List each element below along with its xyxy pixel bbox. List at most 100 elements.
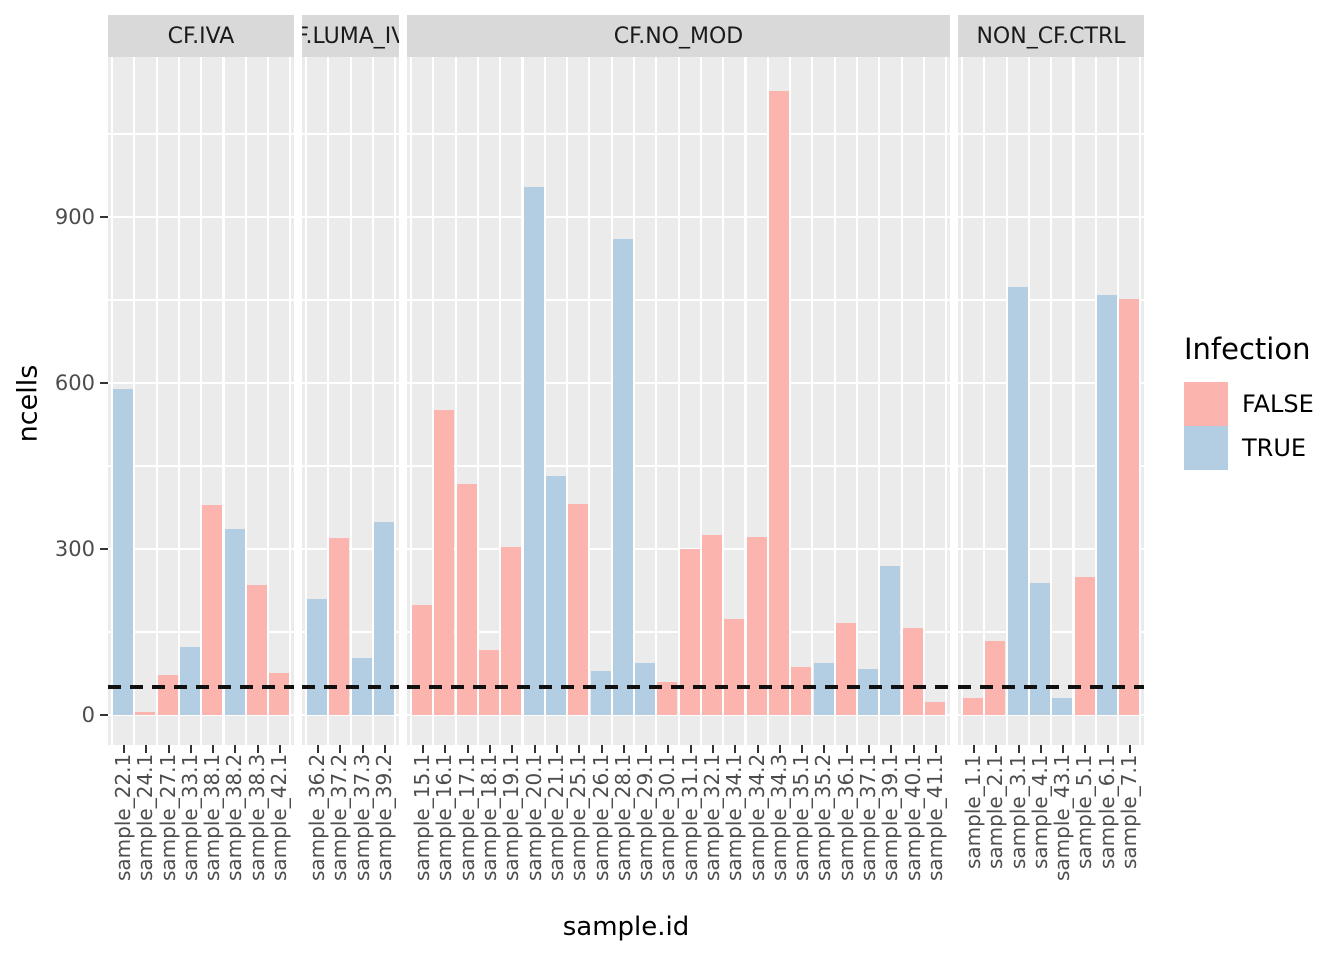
y-tick-mark [100,548,108,550]
bar [1119,298,1140,715]
x-tick-mark [745,745,767,754]
legend-title: Infection [1184,332,1311,366]
legend-item: TRUE [1184,426,1314,470]
bar [479,650,500,715]
x-tick-label: sample_28.1 [610,754,635,882]
bar [523,187,544,715]
x-tick-mark [679,745,701,754]
x-tick-label: sample_38.2 [222,754,247,882]
x-tick-label-cell: sample_34.3 [767,754,791,916]
x-tick-label-cell: sample_36.1 [834,754,858,916]
bar [1007,286,1028,715]
x-tick-label: sample_35.1 [789,754,814,882]
gridline-vertical [304,57,308,745]
x-tick-mark [373,745,395,754]
panel [407,57,950,745]
bar [307,598,328,715]
gridline-vertical [566,57,569,745]
x-tick-label: sample_7.1 [1116,754,1141,869]
x-tick-label-cell: sample_39.1 [878,754,902,916]
x-tick-label: sample_34.1 [722,754,747,882]
x-tick-label: sample_16.1 [432,754,457,882]
x-tick-mark [433,745,455,754]
legend-swatch [1184,382,1228,426]
x-tick-label-cell: sample_37.2 [327,754,352,916]
bar [157,675,178,715]
x-tick-label-cell: sample_42.1 [267,754,291,916]
x-tick-label-cell: sample_40.1 [900,754,925,916]
facet: CF.IVA sample_22.1 sample_24.1 sample_27.1 s… [108,15,294,916]
x-tick-label-cell: sample_36.2 [305,754,330,916]
x-tick-label: sample_3.1 [1005,754,1030,869]
bar [657,681,678,715]
bar [501,547,522,715]
x-tick-mark [812,745,834,754]
bar [202,505,223,715]
x-tick-label: sample_29.1 [633,754,658,882]
y-tick-mark [100,382,108,384]
bar [724,619,745,715]
x-tick-label: sample_24.1 [133,754,158,882]
gridline-vertical [1050,57,1053,745]
x-tick-label-cell: sample_38.2 [222,754,247,916]
facet: NON_CF.CTRL sample_1.1 sample_2.1 sample_3.… [958,15,1144,916]
bar [180,646,201,715]
x-tick-label: sample_40.1 [900,754,925,882]
x-tick-mark [723,745,745,754]
x-tick-label: sample_20.1 [521,754,546,882]
x-tick-label-cell: sample_3.1 [1005,754,1030,916]
x-tick-mark [612,745,634,754]
gridline-vertical [878,57,881,745]
reference-line [407,685,950,690]
bar [329,537,350,715]
y-axis-title: ncells [12,364,44,443]
x-tick-mark [835,745,857,754]
reference-line [108,685,294,690]
x-tick-label: sample_26.1 [588,754,613,882]
x-tick-mark [351,745,373,754]
gridline-vertical [789,57,792,745]
gridline-vertical [327,57,330,745]
gridline-vertical [244,57,247,745]
gridline-vertical [699,57,702,745]
gridline-vertical [521,57,524,745]
gridline-vertical [222,57,225,745]
legend-swatch [1184,426,1228,470]
x-tick-label: sample_37.2 [327,754,352,882]
bar [985,640,1006,715]
x-tick-label: sample_25.1 [566,754,591,882]
bar [113,388,134,715]
panel [302,57,399,745]
bar [224,529,245,715]
facet-strip-label: CF.NO_MOD [613,23,744,49]
x-tick-label-cell: sample_18.1 [477,754,501,916]
x-tick-label-cell: sample_2.1 [983,754,1007,916]
x-tick-label-cell: sample_32.1 [700,754,724,916]
x-tick-mark [223,745,245,754]
gridline-vertical [766,57,769,745]
x-label-row: sample_22.1 sample_24.1 sample_27.1 sample_… [108,754,294,916]
x-tick-label: sample_39.2 [371,754,396,882]
x-tick-mark [201,745,223,754]
legend-item-label: FALSE [1242,390,1314,418]
gridline-vertical [811,57,814,745]
x-tick-mark [634,745,656,754]
gridline-vertical [744,57,747,745]
facet: CF.NO_MOD sample_15.1 sample_16.1 sample_17… [407,15,950,916]
x-tick-label: sample_41.1 [922,754,947,882]
x-tick-mark [411,745,433,754]
x-tick-mark [545,745,567,754]
gridline-vertical [133,57,136,745]
bar [545,475,566,715]
y-tick-label: 0 [81,703,95,727]
gridline-vertical [289,57,292,745]
x-tick-label-cell: sample_34.2 [745,754,769,916]
x-tick-label: sample_36.2 [305,754,330,882]
gridline-vertical [1139,57,1142,745]
x-tick-mark [112,745,134,754]
bar [925,702,946,715]
x-tick-label: sample_1.1 [961,754,986,869]
legend-items: FALSE TRUE [1184,382,1314,470]
x-tick-mark [157,745,179,754]
bar [590,670,611,715]
